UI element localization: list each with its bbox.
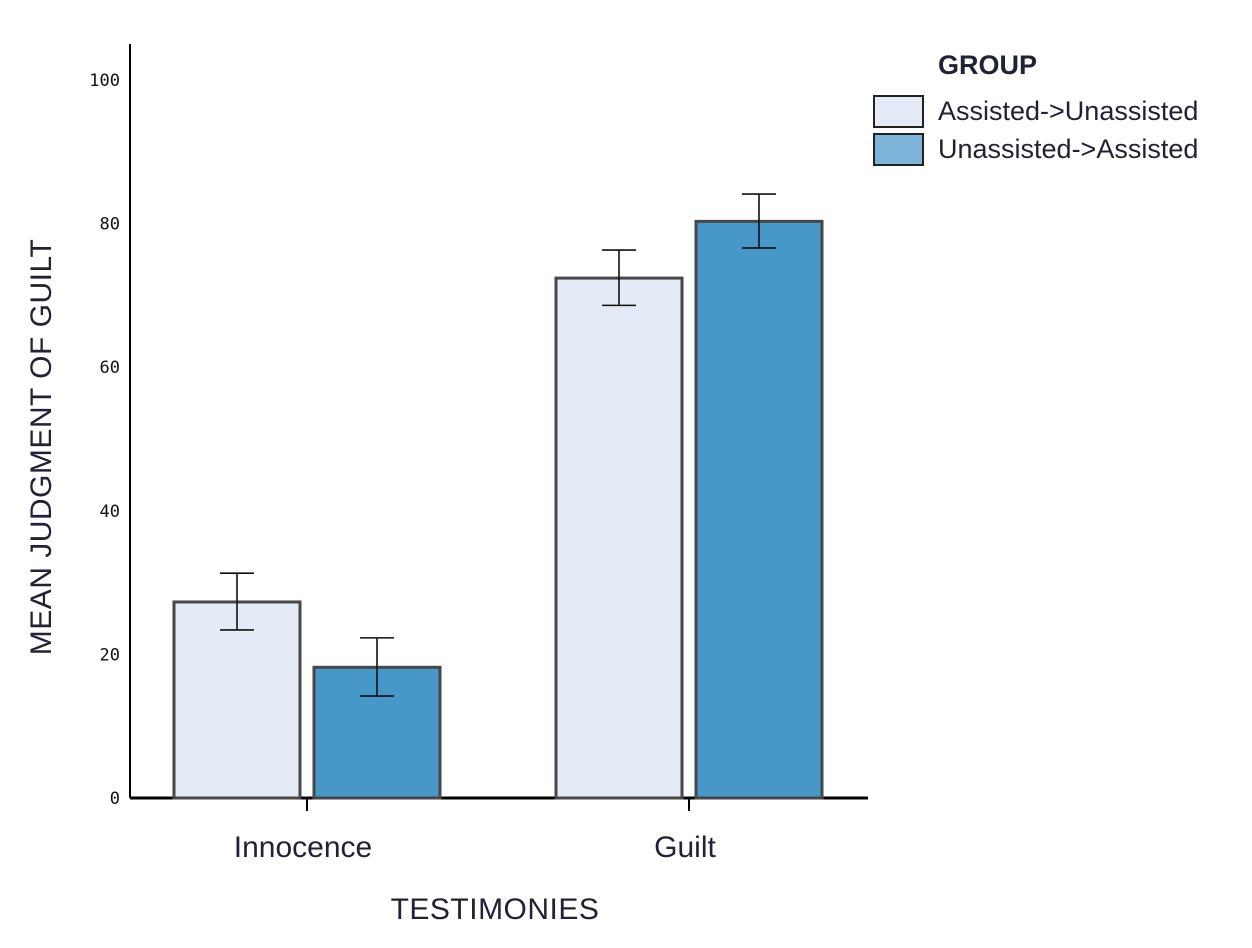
- y-ticks: 0 20 40 60 80 100: [89, 71, 120, 809]
- error-bars: [220, 193, 776, 697]
- y-axis-title: MEAN JUDGMENT OF GUILT: [25, 239, 58, 656]
- bar-assisted-unassisted-innocence: [172, 600, 302, 800]
- x-axis-title: TESTIMONIES: [391, 893, 600, 926]
- legend-swatch: [873, 133, 924, 166]
- y-tick-label: 60: [100, 358, 120, 378]
- legend-label: Unassisted->Assisted: [938, 134, 1198, 164]
- error-bar: [360, 637, 394, 697]
- error-bar: [220, 572, 254, 631]
- error-bar: [602, 249, 636, 307]
- legend: GROUP Assisted->Unassisted Unassisted->As…: [873, 50, 1198, 166]
- error-bar: [742, 193, 776, 249]
- legend-title: GROUP: [938, 50, 1037, 80]
- legend-swatch: [873, 95, 924, 128]
- y-tick-label: 20: [100, 645, 120, 665]
- y-tick-label: 40: [100, 502, 120, 522]
- y-tick-label: 80: [100, 215, 120, 235]
- bar-assisted-unassisted-guilt: [554, 276, 684, 800]
- x-category-label: Innocence: [234, 831, 372, 864]
- x-category-label: Guilt: [654, 831, 716, 864]
- y-tick-label: 0: [110, 789, 120, 809]
- bars: [172, 219, 824, 800]
- y-tick-label: 100: [89, 71, 120, 91]
- x-ticks: Innocence Guilt: [234, 798, 717, 864]
- legend-label: Assisted->Unassisted: [938, 96, 1198, 126]
- bar-unassisted-assisted-guilt: [694, 219, 824, 800]
